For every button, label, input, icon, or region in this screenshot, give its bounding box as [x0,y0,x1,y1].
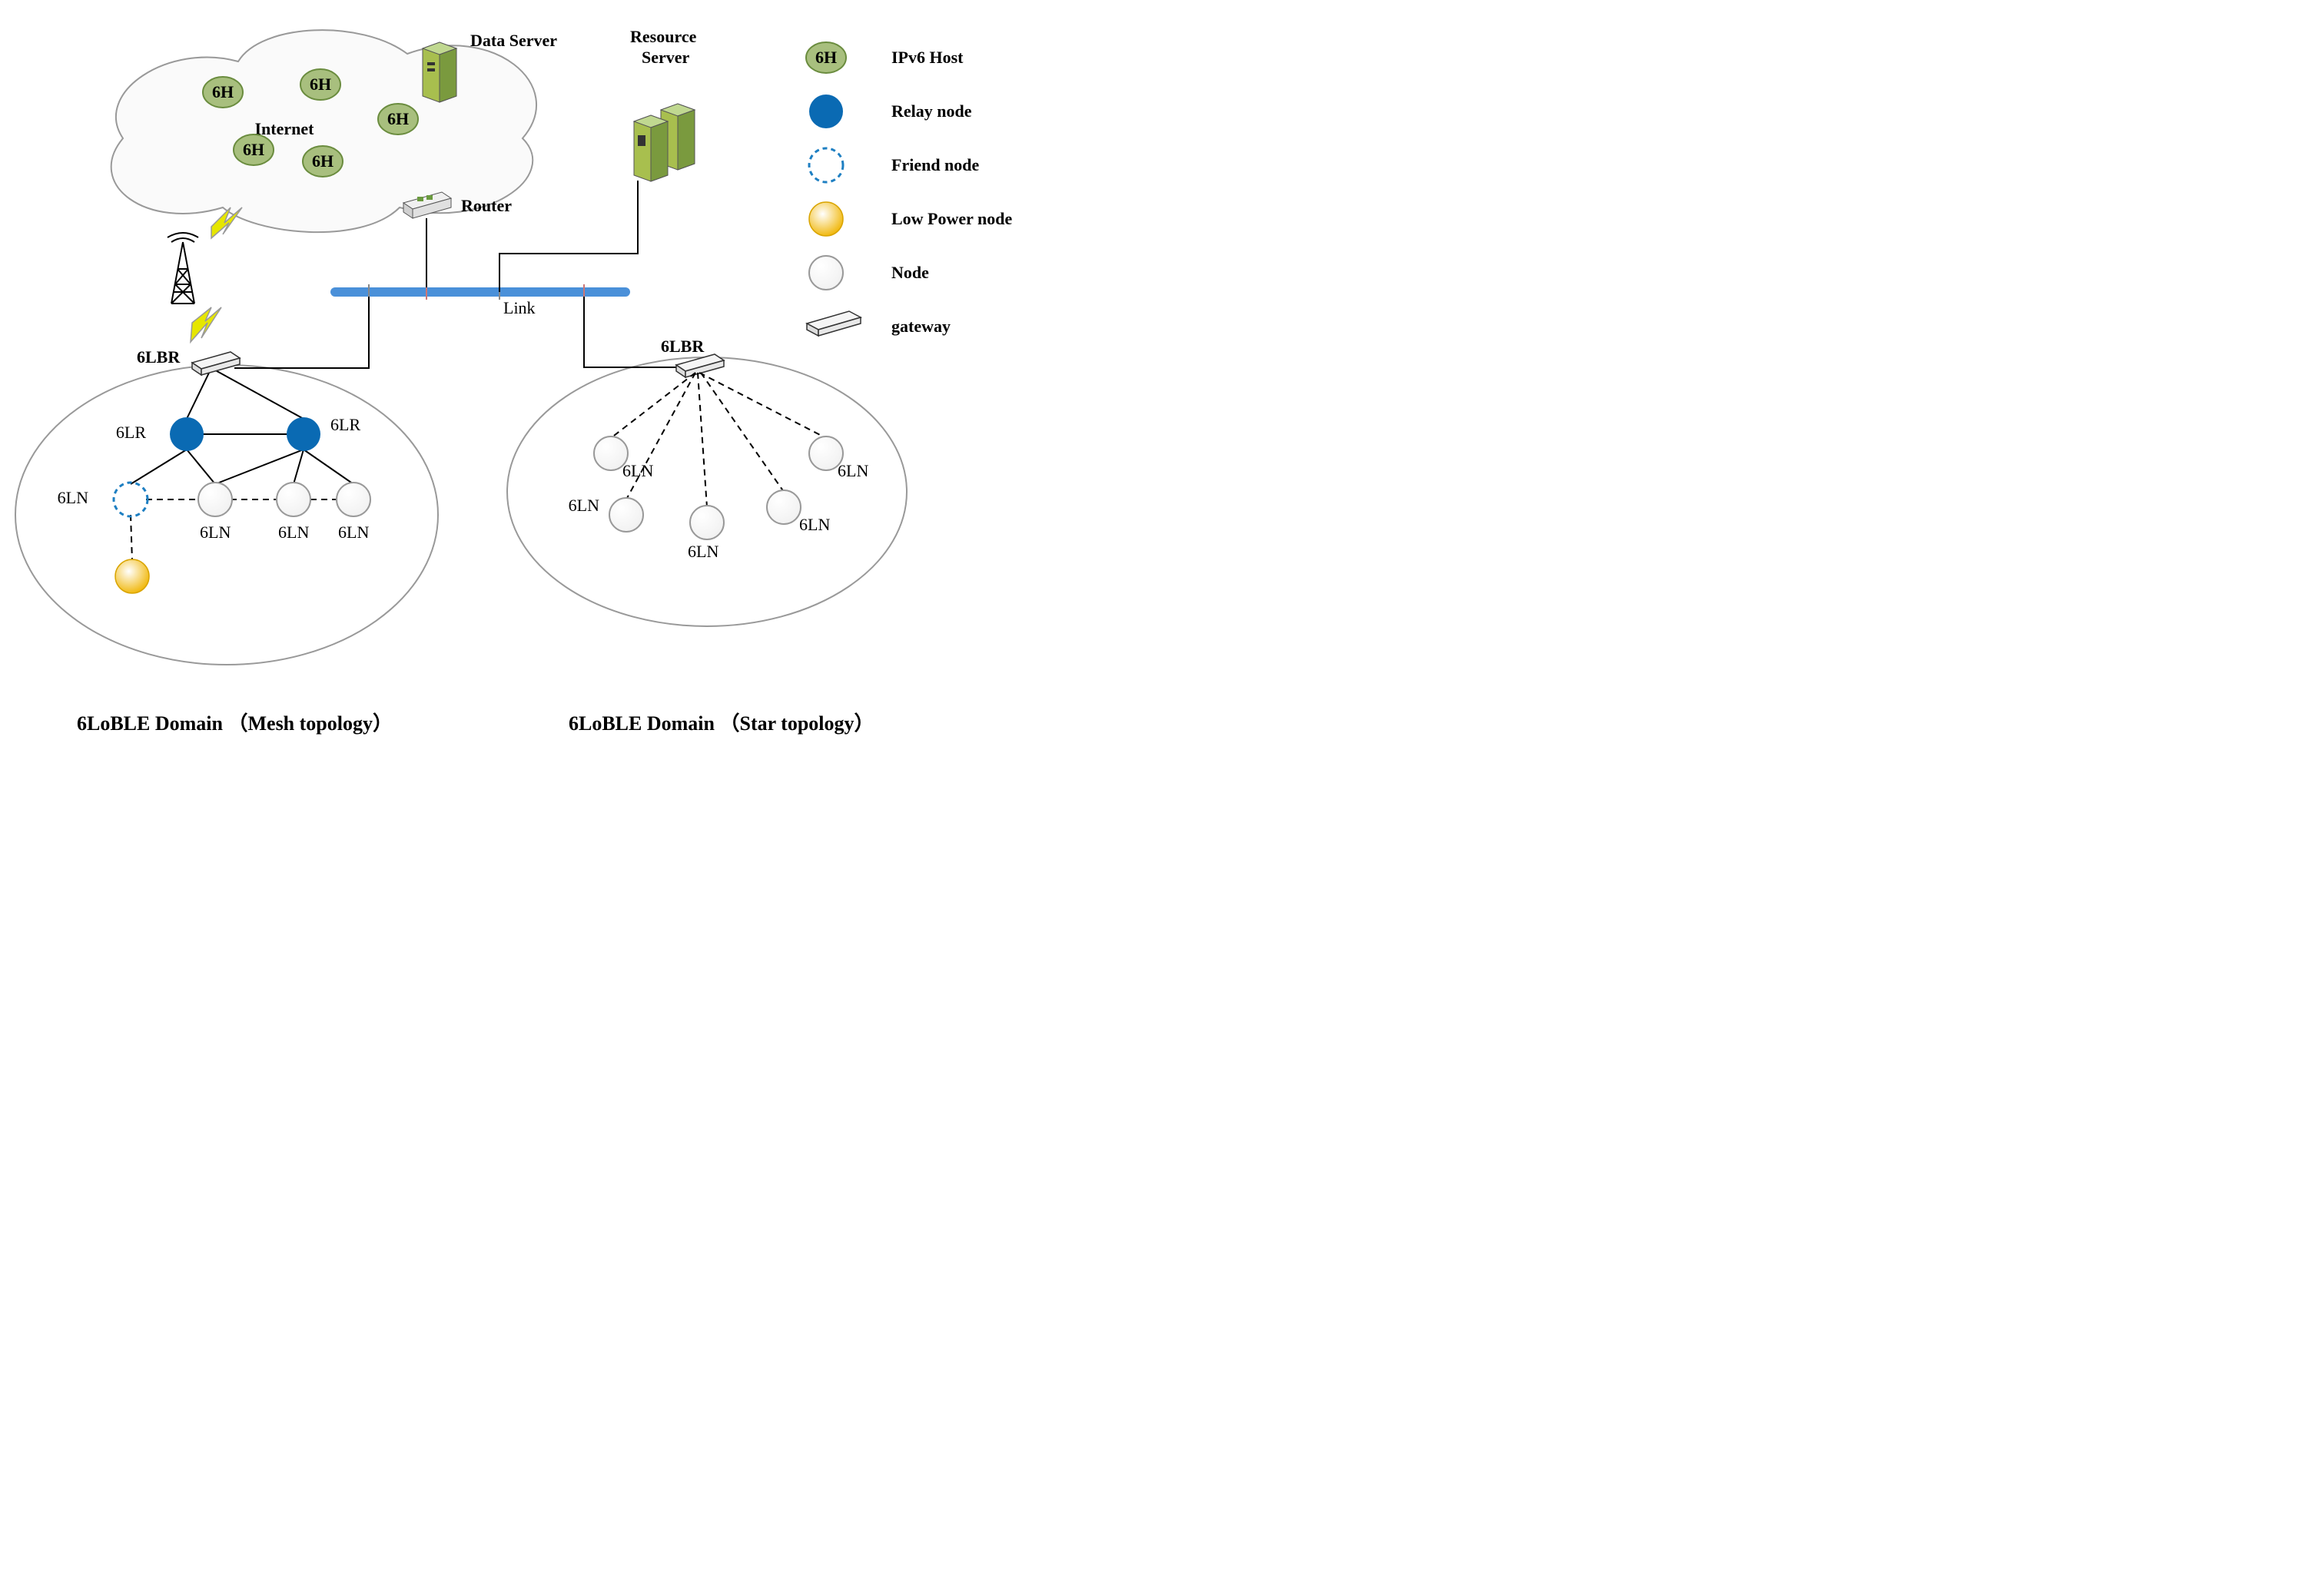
relay-node [287,417,320,451]
mesh-domain [15,365,438,665]
gateway-legend-icon: gateway [807,311,951,336]
svg-text:6H: 6H [312,151,334,171]
lowpower-icon [809,202,843,236]
relay-icon [809,95,843,128]
svg-text:6H: 6H [387,109,409,128]
plain-node [198,483,232,516]
link-bus [330,284,630,300]
svg-text:6LN: 6LN [338,523,369,542]
plain-node [277,483,310,516]
friend-icon [809,148,843,182]
plain-node [609,498,643,532]
lowpower-node [115,559,149,593]
resource-server-label-2: Server [642,48,690,67]
svg-text:6LN: 6LN [688,542,718,561]
plain-node [337,483,370,516]
star-domain [507,357,907,626]
svg-text:6LN: 6LN [569,496,599,515]
svg-text:6LN: 6LN [838,461,868,480]
svg-text:6H: 6H [212,82,234,101]
svg-text:6H: 6H [815,48,837,67]
star-6lbr-label: 6LBR [661,337,705,356]
svg-text:6LR: 6LR [330,415,360,434]
svg-text:6LR: 6LR [116,423,146,442]
data-server [423,42,456,102]
legend: 6H IPv6 Host Relay node Friend node Low … [806,42,1012,336]
svg-text:Friend node: Friend node [891,155,980,174]
lightning-icon [191,207,242,342]
svg-text:Relay node: Relay node [891,101,972,121]
svg-text:Node: Node [891,263,929,282]
plain-node [767,490,801,524]
svg-text:6H: 6H [310,75,331,94]
svg-text:6LN: 6LN [58,488,88,507]
antenna-tower [168,233,198,304]
resource-server-label-1: Resource [630,27,697,46]
svg-text:6LN: 6LN [799,515,830,534]
svg-text:6H: 6H [243,140,264,159]
plain-node [690,506,724,539]
svg-text:gateway: gateway [891,317,951,336]
resource-server [634,104,695,181]
link-label: Link [503,298,536,317]
mesh-caption: 6LoBLE Domain （Mesh topology） [77,712,393,735]
svg-text:Low Power node: Low Power node [891,209,1012,228]
svg-text:6LN: 6LN [278,523,309,542]
diagram-root: Internet Data Server Resource Server Rou… [0,0,1137,791]
star-caption: 6LoBLE Domain （Star topology） [569,712,874,735]
svg-text:6LN: 6LN [200,523,231,542]
legend-label: IPv6 Host [891,48,964,67]
mesh-6lbr-label: 6LBR [137,347,181,367]
node-icon [809,256,843,290]
svg-text:6LN: 6LN [622,461,653,480]
relay-node [170,417,204,451]
internet-label: Internet [255,119,315,138]
router-label: Router [461,196,512,215]
data-server-label: Data Server [470,31,557,50]
